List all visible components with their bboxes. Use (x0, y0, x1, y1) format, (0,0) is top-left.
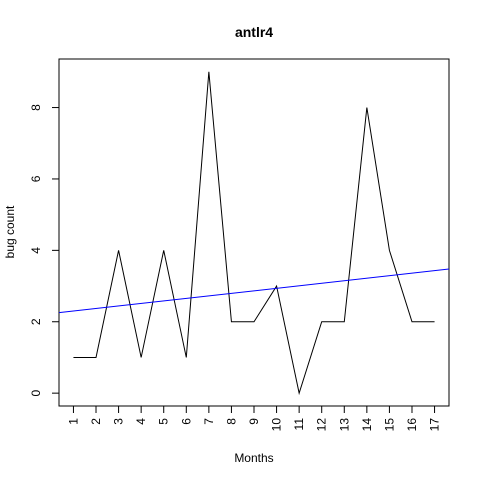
x-tick-label: 9 (247, 418, 261, 425)
y-tick-label: 2 (29, 318, 43, 325)
x-tick-label: 14 (360, 418, 374, 432)
series-line-0 (73, 72, 434, 393)
x-tick-label: 10 (270, 418, 284, 432)
x-tick-label: 16 (405, 418, 419, 432)
x-tick-label: 1 (66, 418, 80, 425)
y-tick-label: 8 (29, 104, 43, 111)
x-tick-label: 4 (134, 418, 148, 425)
y-tick-label: 0 (29, 389, 43, 396)
trend-line (59, 269, 449, 313)
x-tick-label: 6 (179, 418, 193, 425)
x-tick-label: 12 (315, 418, 329, 432)
y-axis: 0 2 4 6 8 (29, 104, 59, 397)
y-axis-label: bug count (3, 205, 17, 258)
series-layer (59, 72, 449, 393)
x-tick-label: 7 (202, 418, 216, 425)
y-tick-label: 4 (29, 247, 43, 254)
x-tick-label: 8 (224, 418, 238, 425)
x-tick-label: 13 (337, 418, 351, 432)
x-axis: 1 2 3 4 5 6 7 8 9 10 11 12 13 14 15 16 17 (66, 406, 441, 431)
x-tick-label: 2 (89, 418, 103, 425)
x-tick-label: 17 (428, 418, 442, 432)
x-tick-label: 3 (112, 418, 126, 425)
plot-frame (59, 59, 449, 406)
x-tick-label: 11 (292, 418, 306, 431)
y-tick-label: 6 (29, 175, 43, 182)
x-axis-label: Months (234, 451, 273, 465)
x-tick-label: 15 (382, 418, 396, 432)
chart-title: antlr4 (235, 24, 273, 40)
x-tick-label: 5 (157, 418, 171, 425)
